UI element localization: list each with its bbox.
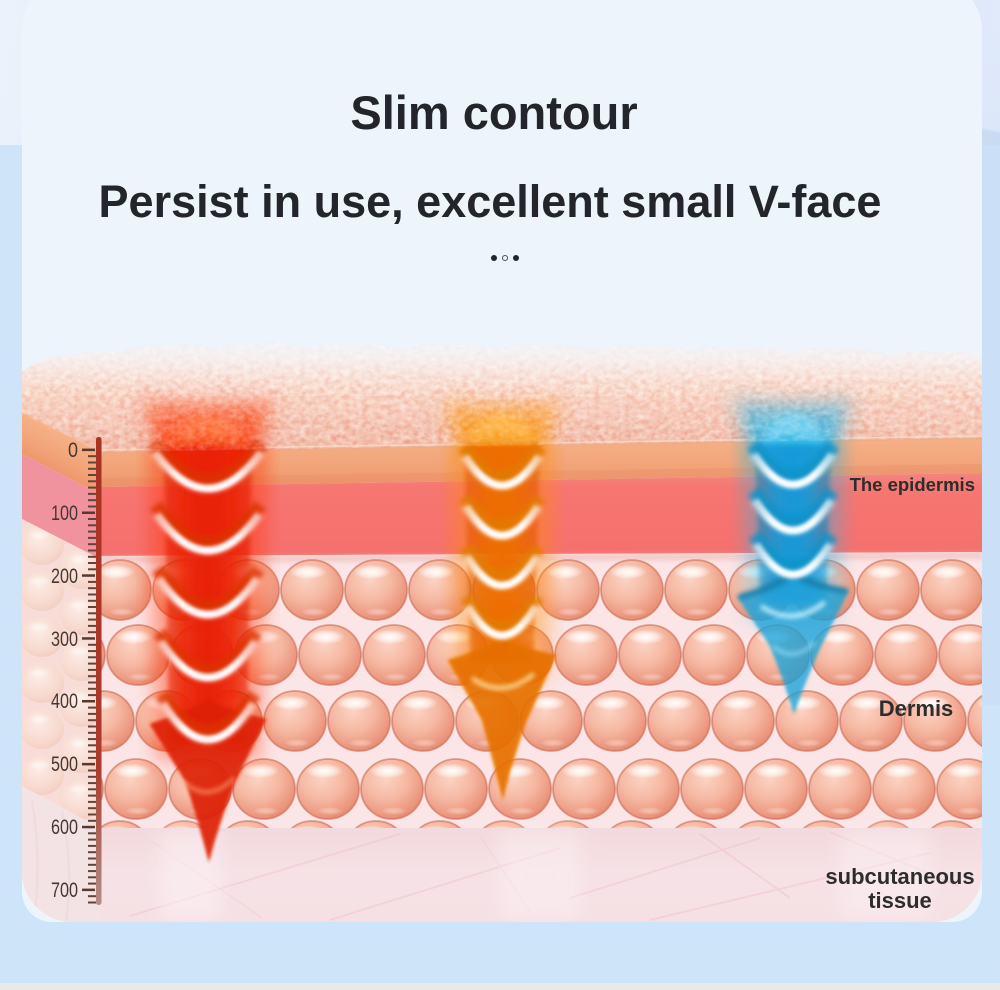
svg-text:600: 600 — [51, 816, 78, 839]
svg-text:400: 400 — [51, 690, 78, 713]
svg-text:500: 500 — [51, 753, 78, 776]
svg-text:0: 0 — [68, 439, 78, 462]
svg-text:subcutaneous: subcutaneous — [825, 864, 974, 889]
svg-text:Dermis: Dermis — [879, 696, 954, 721]
svg-text:700: 700 — [51, 879, 78, 902]
svg-text:The epidermis: The epidermis — [850, 474, 975, 495]
svg-text:200: 200 — [51, 565, 78, 588]
svg-text:100: 100 — [51, 502, 78, 525]
svg-text:300: 300 — [51, 628, 78, 651]
svg-text:tissue: tissue — [868, 888, 932, 913]
